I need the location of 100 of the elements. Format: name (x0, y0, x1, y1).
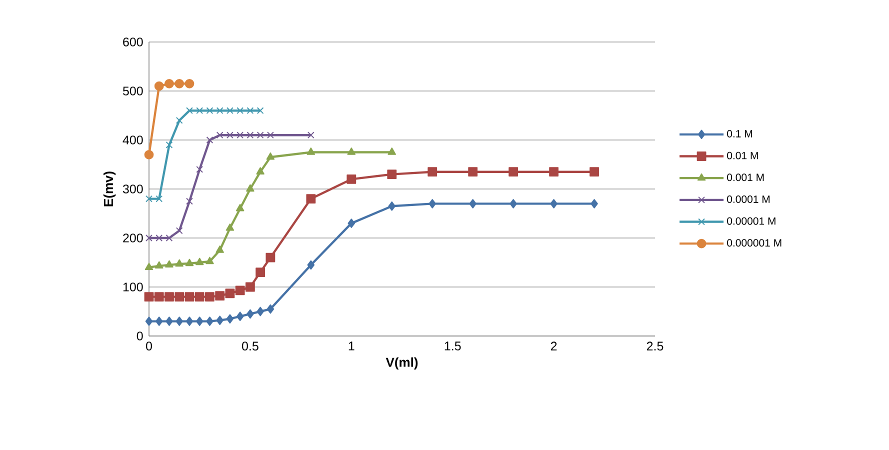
point (246, 309, 254, 319)
point (216, 246, 224, 253)
y-tick-label: 200 (123, 234, 143, 242)
point (216, 132, 224, 139)
point (166, 141, 173, 148)
point (468, 167, 478, 177)
point (306, 148, 316, 155)
point (146, 234, 152, 242)
point (186, 316, 194, 326)
point (216, 107, 224, 114)
point (156, 234, 163, 242)
point (387, 170, 397, 179)
point (236, 204, 244, 212)
point (206, 256, 214, 264)
y-tick-label: 0 (136, 332, 143, 340)
point (164, 78, 174, 88)
point (216, 316, 224, 326)
point (246, 282, 255, 292)
point (307, 132, 314, 139)
point (206, 316, 214, 326)
point (176, 116, 183, 124)
point (184, 78, 194, 88)
point (590, 167, 599, 177)
y-tick-label: 100 (123, 282, 143, 292)
point (186, 107, 193, 114)
legend-label: 0.1 M (727, 130, 752, 138)
point (176, 316, 184, 326)
point (235, 286, 245, 296)
point (428, 199, 436, 208)
point (266, 252, 276, 262)
point (205, 292, 214, 302)
point (306, 194, 316, 204)
x-tick-label: 0 (146, 342, 152, 351)
point (266, 132, 274, 139)
point (155, 316, 163, 326)
point (266, 152, 275, 160)
point (549, 167, 558, 177)
point (348, 218, 356, 228)
point (184, 292, 194, 302)
point (266, 304, 274, 314)
point (164, 292, 174, 302)
point (165, 260, 174, 268)
point (346, 174, 356, 184)
point (236, 132, 244, 139)
y-tick-label: 600 (123, 38, 143, 46)
point (256, 167, 264, 174)
legend-label: 0.01 M (727, 152, 758, 160)
point (196, 166, 204, 173)
x-tick-label: 2.5 (646, 342, 664, 351)
legend-label: 0.001 M (727, 174, 764, 182)
point (144, 262, 154, 270)
point (226, 314, 234, 324)
point (388, 148, 396, 155)
point (185, 258, 194, 266)
point (196, 107, 204, 114)
y-axis-title: E(mv) (103, 172, 116, 206)
point (388, 201, 396, 211)
point (236, 107, 244, 114)
point (176, 227, 183, 234)
point (347, 148, 356, 155)
y-tick-label: 500 (122, 86, 143, 96)
point (154, 292, 164, 302)
point (307, 260, 315, 270)
point (246, 184, 254, 192)
point (166, 316, 173, 326)
x-axis-title: V(ml) (386, 357, 418, 370)
point (196, 316, 204, 326)
legend-label: 0.00001 M (727, 217, 776, 225)
point (186, 198, 193, 205)
x-tick-label: 2 (550, 342, 557, 350)
point (144, 292, 154, 302)
point (206, 136, 214, 144)
point (144, 150, 154, 160)
x-tick-label: 0.5 (242, 342, 258, 351)
point (246, 132, 254, 139)
point (174, 292, 184, 302)
point (469, 199, 476, 208)
point (246, 107, 254, 114)
point (236, 312, 244, 322)
point (225, 288, 235, 298)
point (226, 224, 234, 231)
point (174, 78, 184, 88)
point (428, 167, 438, 177)
point (166, 234, 173, 242)
point (175, 259, 184, 267)
y-tick-label: 400 (122, 136, 143, 144)
point (256, 107, 264, 114)
point (195, 258, 204, 266)
point (206, 107, 214, 114)
point (145, 316, 153, 326)
point (226, 107, 234, 114)
point (146, 195, 152, 202)
point (226, 132, 234, 139)
y-tick-label: 300 (122, 184, 143, 194)
point (508, 167, 518, 177)
point (154, 261, 164, 269)
point (256, 306, 264, 316)
point (194, 292, 204, 302)
point (215, 291, 225, 301)
point (256, 268, 266, 277)
